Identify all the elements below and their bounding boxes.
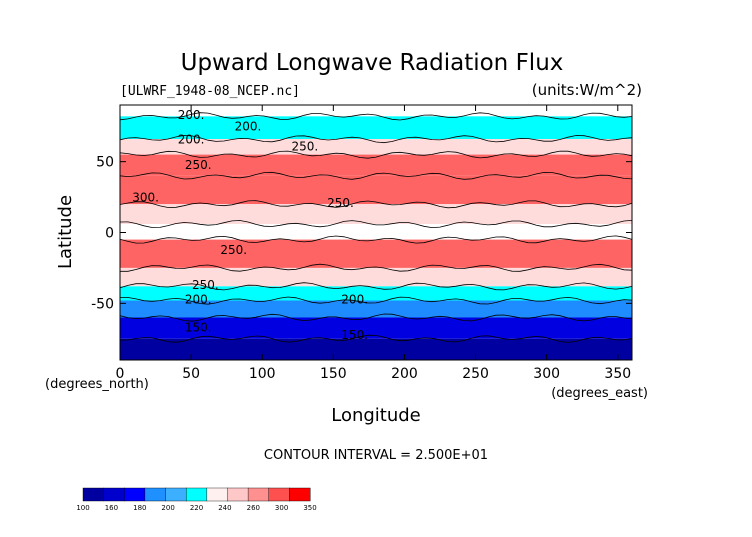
colorbar-label-4: 220 <box>190 504 203 512</box>
file-label: [ULWRF_1948-08_NCEP.nc] <box>120 84 300 99</box>
colorbar-swatch-6 <box>206 487 228 502</box>
contour-label-6: 150. <box>185 321 212 335</box>
colorbar-swatch-8 <box>247 487 270 502</box>
y-tick-label-2: 50 <box>96 155 114 171</box>
colorbar-swatch-4 <box>165 487 187 502</box>
chart-title: Upward Longwave Radiation Flux <box>181 50 564 76</box>
colorbar-label-7: 300 <box>275 504 288 512</box>
contour-label-0: 200. <box>178 132 205 146</box>
contour-label-8: 200. <box>235 120 262 134</box>
contour-label-7: 200. <box>178 108 205 122</box>
colorbar-swatch-10 <box>289 487 311 502</box>
colorbar-swatch-7 <box>227 487 249 502</box>
colorbar-swatch-2 <box>124 487 146 502</box>
contour-label-2: 300. <box>132 190 159 204</box>
colorbar-swatch-5 <box>185 487 208 502</box>
plot-area <box>119 105 633 360</box>
colorbar-label-6: 260 <box>247 504 260 512</box>
contour-label-12: 150. <box>341 328 368 342</box>
y-tick-label-0: -50 <box>91 296 114 312</box>
colorbar-label-3: 200 <box>161 504 174 512</box>
colorbar-label-0: 100 <box>76 504 89 512</box>
contour-line-2 <box>119 135 633 144</box>
field-band-7 <box>120 239 632 268</box>
field-band-10 <box>120 300 632 318</box>
colorbar: 100 160 180 200 220 240 260 300 350 <box>76 487 317 512</box>
contour-line-9 <box>119 282 633 291</box>
x-tick-label-7: 350 <box>604 366 631 382</box>
contour-label-3: 250. <box>220 243 247 257</box>
field-band-8 <box>120 267 632 287</box>
contour-line-4 <box>119 171 633 180</box>
contour-label-1: 250. <box>185 158 212 172</box>
field-band-5 <box>120 204 632 224</box>
field-band-1 <box>120 116 632 139</box>
colorbar-label-1: 160 <box>105 504 118 512</box>
contour-line-7 <box>119 235 633 244</box>
x-unit-note: (degrees_east) <box>551 386 648 401</box>
contour-labels: 200.250.300.250.250.200.150.200.200.250.… <box>132 108 368 342</box>
contour-line-6 <box>119 220 633 229</box>
contour-line-10 <box>119 296 633 305</box>
y-axis-ticks: -50 0 50 <box>91 155 632 312</box>
y-unit-note: (degrees_north) <box>45 377 149 392</box>
contour-line-5 <box>119 200 633 209</box>
x-tick-label-2: 100 <box>249 366 276 382</box>
colorbar-label-8: 350 <box>303 504 316 512</box>
field-band-0 <box>120 105 632 117</box>
colorbar-label-5: 240 <box>218 504 231 512</box>
colorbar-swatch-9 <box>268 487 290 502</box>
y-axis-label: Latitude <box>55 195 76 269</box>
colorbar-swatch-1 <box>103 487 125 502</box>
contour-label-10: 250. <box>327 196 354 210</box>
field-band-2 <box>120 139 632 155</box>
y-tick-label-1: 0 <box>105 226 114 242</box>
x-tick-label-0: 0 <box>116 366 125 382</box>
x-tick-label-3: 150 <box>320 366 347 382</box>
contour-line-11 <box>119 313 633 322</box>
contour-label-5: 200. <box>185 292 212 306</box>
contour-label-9: 250. <box>292 139 319 153</box>
field-band-3 <box>120 154 632 176</box>
contour-interval: CONTOUR INTERVAL = 2.500E+01 <box>264 448 488 463</box>
colorbar-label-2: 180 <box>133 504 146 512</box>
x-tick-label-5: 250 <box>462 366 489 382</box>
contour-line-8 <box>120 263 633 272</box>
field-band-6 <box>120 224 632 240</box>
x-axis-label: Longitude <box>331 405 421 426</box>
colorbar-swatch-3 <box>144 487 167 502</box>
contour-label-4: 250. <box>192 278 219 292</box>
contour-line-12 <box>119 334 633 343</box>
contour-line-3 <box>119 150 633 159</box>
x-tick-label-6: 300 <box>533 366 560 382</box>
field-band-4 <box>120 175 632 205</box>
field-band-12 <box>120 338 632 360</box>
units-label: (units:W/m^2) <box>532 81 642 99</box>
contour-line-1 <box>119 112 633 121</box>
colorbar-swatch-0 <box>82 487 105 502</box>
x-tick-label-1: 50 <box>182 366 200 382</box>
x-axis-ticks: 0 50 100 150 200 250 300 350 <box>116 105 631 382</box>
contour-label-11: 200. <box>341 292 368 306</box>
x-tick-label-4: 200 <box>391 366 418 382</box>
field-band-11 <box>120 317 632 339</box>
